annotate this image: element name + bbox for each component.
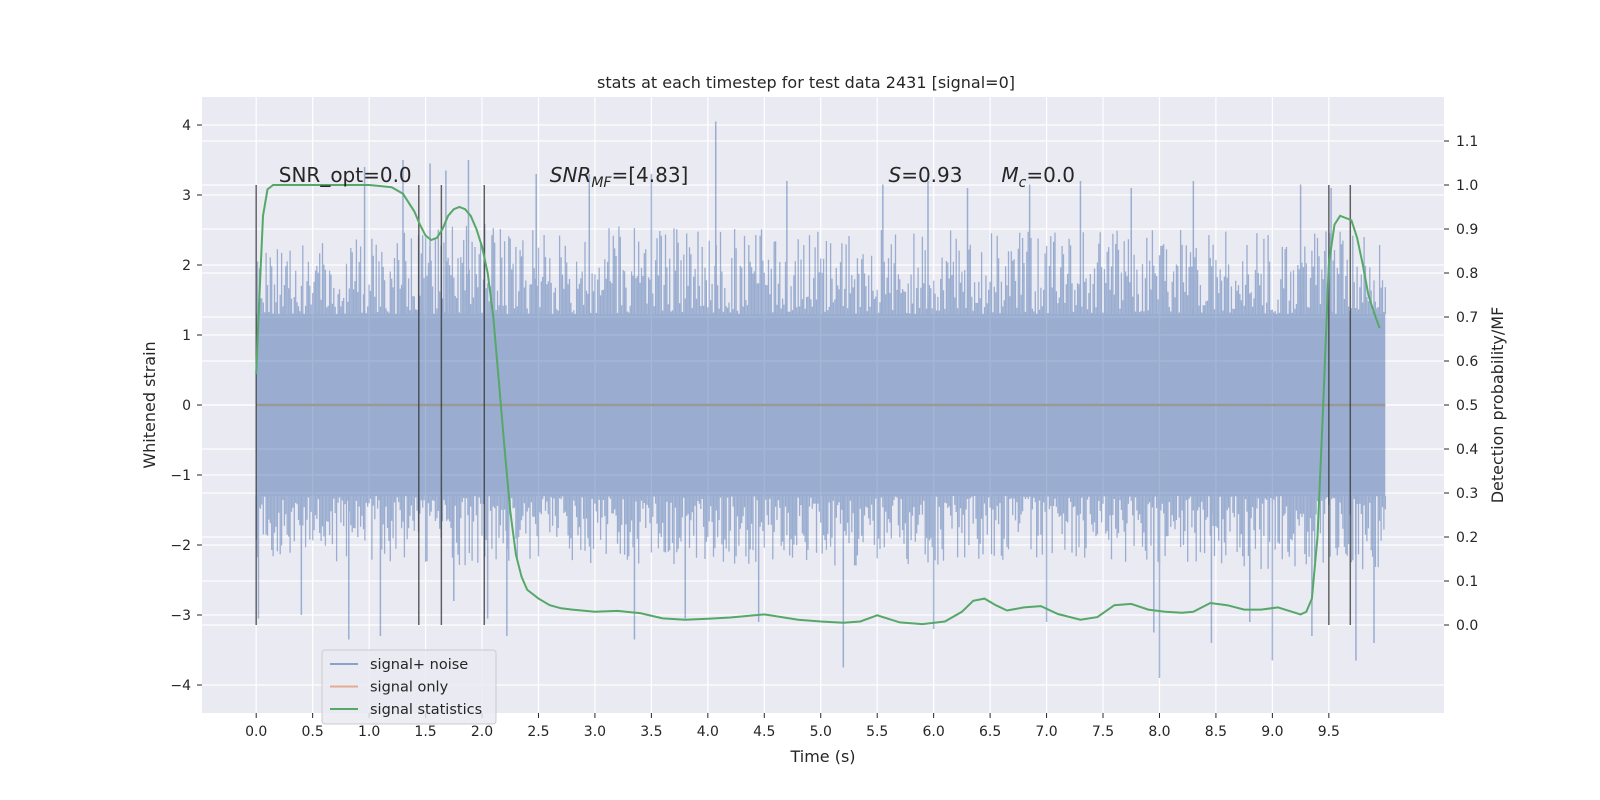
x-tick-label: 6.5 — [979, 724, 1001, 740]
x-tick-label: 2.5 — [527, 724, 549, 740]
y-tick-label-right: 0.9 — [1456, 222, 1478, 238]
x-tick-label: 3.5 — [640, 724, 662, 740]
y-tick-label-right: 1.1 — [1456, 134, 1478, 150]
annotation-snr-mf: SNRMF=[4.83] — [550, 163, 689, 191]
y-tick-label-right: 0.7 — [1456, 310, 1478, 326]
x-tick-label: 9.0 — [1261, 724, 1283, 740]
x-tick-label: 1.0 — [358, 724, 380, 740]
x-tick-label: 9.5 — [1318, 724, 1340, 740]
legend: signal+ noise signal only signal statistic… — [321, 649, 497, 725]
y-tick-label-left: 0 — [182, 398, 191, 414]
x-axis-label: Time (s) — [789, 747, 855, 766]
y-tick-label-right: 0.2 — [1456, 530, 1478, 546]
y-tick-label-right: 0.8 — [1456, 266, 1478, 282]
x-tick-label: 8.0 — [1148, 724, 1170, 740]
y-tick-label-right: 1.0 — [1456, 178, 1478, 194]
y-tick-label-left: 1 — [182, 328, 191, 344]
x-tick-label: 3.0 — [584, 724, 606, 740]
x-tick-label: 7.5 — [1092, 724, 1114, 740]
annotation-s: S=0.93 — [888, 163, 962, 187]
x-tick-label: 8.5 — [1205, 724, 1227, 740]
x-tick-label: 5.0 — [810, 724, 832, 740]
x-tick-label: 0.0 — [245, 724, 267, 740]
x-tick-label: 4.0 — [697, 724, 719, 740]
chart-title: stats at each timestep for test data 243… — [597, 73, 1015, 92]
y-tick-label-right: 0.5 — [1456, 398, 1478, 414]
legend-label: signal statistics — [370, 702, 482, 718]
y-tick-label-right: 0.1 — [1456, 574, 1478, 590]
y-tick-label-left: −3 — [170, 608, 191, 624]
y-tick-label-left: 4 — [182, 118, 191, 134]
x-tick-label: 4.5 — [753, 724, 775, 740]
y-tick-label-left: 2 — [182, 258, 191, 274]
x-tick-label: 6.0 — [923, 724, 945, 740]
legend-label: signal only — [370, 680, 449, 696]
series-signal-statistics — [255, 184, 1381, 626]
x-tick-label: 7.0 — [1035, 724, 1057, 740]
y-tick-label-right: 0.6 — [1456, 354, 1478, 370]
x-tick-label: 5.5 — [866, 724, 888, 740]
x-tick-label: 0.5 — [302, 724, 324, 740]
legend-box — [321, 649, 497, 725]
annotation-mc: Mc=0.0 — [1001, 163, 1075, 191]
x-tick-label: 2.0 — [471, 724, 493, 740]
legend-label: signal+ noise — [370, 657, 468, 673]
annotation-snr-opt: SNR_opt=0.0 — [279, 163, 412, 187]
y-tick-label-right: 0.3 — [1456, 486, 1478, 502]
y-tick-label-left: −1 — [170, 468, 191, 484]
y-tick-label-right: 0.0 — [1456, 618, 1478, 634]
y-tick-label-left: 3 — [182, 188, 191, 204]
y-tick-label-left: −2 — [170, 538, 191, 554]
y-tick-label-left: −4 — [170, 678, 191, 694]
x-tick-label: 1.5 — [414, 724, 436, 740]
y-tick-label-right: 0.4 — [1456, 442, 1478, 458]
y-axis-label-left: Whitened strain — [140, 341, 159, 468]
y-axis-label-right: Detection probability/MF — [1488, 307, 1507, 504]
